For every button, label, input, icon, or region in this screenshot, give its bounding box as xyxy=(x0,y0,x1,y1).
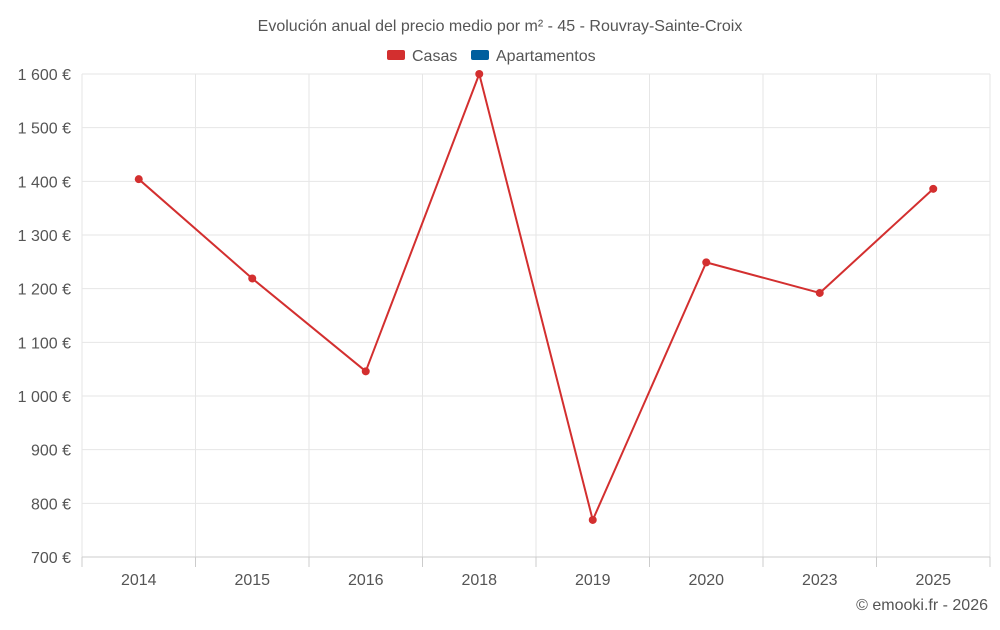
legend-label-casas: Casas xyxy=(412,48,457,65)
x-tick-label: 2023 xyxy=(802,572,838,589)
legend-label-apartamentos: Apartamentos xyxy=(496,48,596,65)
y-tick-label: 900 € xyxy=(31,443,71,460)
y-tick-label: 1 100 € xyxy=(18,335,71,352)
data-point-casas[interactable] xyxy=(134,175,143,184)
axes: 700 € 800 € 900 € 1 000 € 1 100 € 1 200 € 1 30… xyxy=(18,67,991,589)
x-tick-label: 2025 xyxy=(915,572,951,589)
x-tick-label: 2016 xyxy=(348,572,384,589)
legend-item-casas[interactable]: Casas xyxy=(387,48,457,65)
series xyxy=(134,70,938,524)
y-tick-label: 1 500 € xyxy=(18,121,71,138)
legend-item-apartamentos[interactable]: Apartamentos xyxy=(471,48,596,65)
data-point-casas[interactable] xyxy=(702,258,711,267)
legend-swatch-casas xyxy=(387,50,405,60)
data-point-casas[interactable] xyxy=(815,288,824,297)
data-point-casas[interactable] xyxy=(361,367,370,376)
grid xyxy=(81,73,991,557)
y-tick-label: 1 300 € xyxy=(18,228,71,245)
data-point-casas[interactable] xyxy=(475,70,484,78)
y-tick-label: 1 600 € xyxy=(18,67,71,84)
y-tick-label: 800 € xyxy=(31,496,71,513)
x-tick-label: 2014 xyxy=(121,572,157,589)
series-line-casas xyxy=(138,73,934,521)
y-tick-label: 1 400 € xyxy=(18,174,71,191)
legend: Casas Apartamentos xyxy=(387,48,596,65)
x-tick-label: 2018 xyxy=(461,572,497,589)
x-tick-label: 2020 xyxy=(688,572,724,589)
data-point-casas[interactable] xyxy=(929,184,938,193)
chart-title: Evolución anual del precio medio por m² … xyxy=(258,18,743,35)
x-tick-label: 2015 xyxy=(234,572,270,589)
data-point-casas[interactable] xyxy=(248,274,257,283)
credit-text[interactable]: © emooki.fr - 2026 xyxy=(856,597,988,614)
y-tick-label: 700 € xyxy=(31,550,71,567)
x-tick-label: 2019 xyxy=(575,572,611,589)
y-tick-label: 1 200 € xyxy=(18,282,71,299)
y-tick-label: 1 000 € xyxy=(18,389,71,406)
data-point-casas[interactable] xyxy=(588,515,597,524)
legend-swatch-apartamentos xyxy=(471,50,489,60)
